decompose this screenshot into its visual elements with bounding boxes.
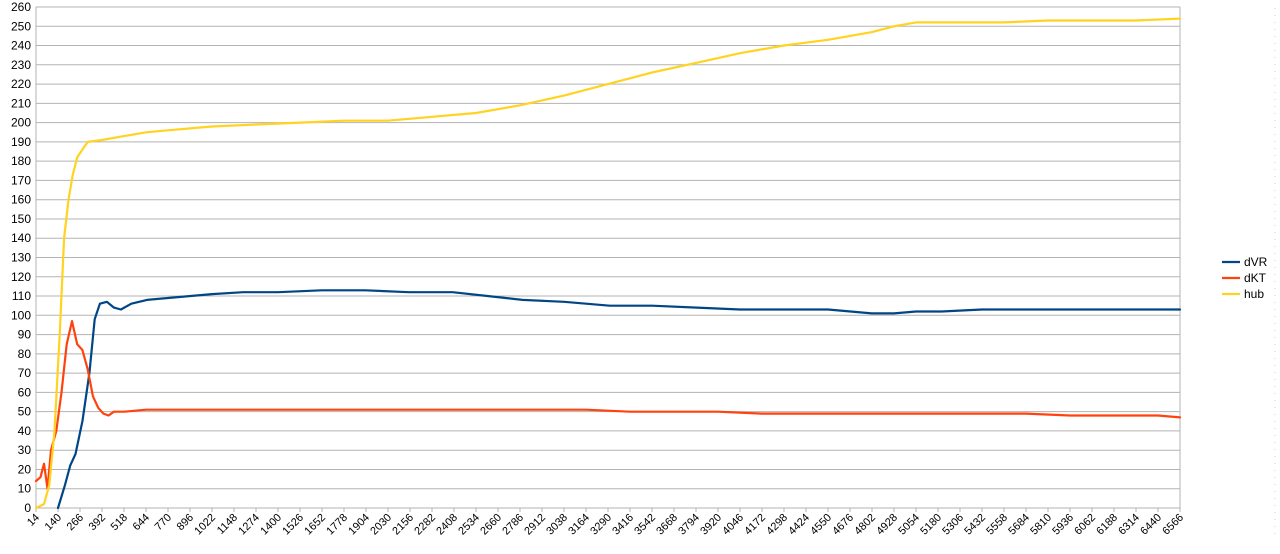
x-tick-label: 4424	[786, 512, 812, 538]
y-tick-label: 120	[11, 270, 31, 284]
legend: dVR dKT hub	[1222, 255, 1268, 301]
x-tick-label: 6440	[1138, 512, 1164, 538]
x-tick-label: 6566	[1160, 512, 1186, 538]
x-tick-label: 1022	[192, 512, 218, 538]
x-tick-label: 1904	[346, 512, 372, 538]
x-tick-label: 1526	[280, 512, 306, 538]
y-tick-label: 150	[11, 212, 31, 226]
x-tick-label: 4802	[852, 512, 878, 538]
y-tick-label: 70	[18, 366, 32, 380]
x-tick-label: 2660	[478, 512, 504, 538]
x-tick-label: 3038	[544, 512, 570, 538]
y-tick-label: 230	[11, 58, 31, 72]
x-tick-label: 1148	[215, 512, 240, 537]
legend-label-dvr: dVR	[1244, 255, 1268, 269]
x-tick-label: 5432	[962, 512, 988, 538]
x-tick-label: 5684	[1006, 512, 1032, 538]
y-tick-label: 80	[18, 347, 32, 361]
x-tick-label: 4298	[764, 512, 790, 538]
x-tick-label: 4046	[720, 512, 746, 538]
x-tick-label: 140	[43, 512, 64, 533]
x-tick-label: 4676	[830, 512, 856, 538]
y-tick-label: 30	[18, 443, 32, 457]
x-tick-label: 5180	[918, 512, 944, 538]
series-line-dvr	[56, 289, 1182, 510]
x-tick-label: 1652	[302, 512, 328, 538]
x-tick-label: 3542	[632, 512, 658, 538]
y-tick-label: 40	[18, 424, 32, 438]
legend-label-dkt: dKT	[1244, 271, 1267, 285]
x-tick-label: 5306	[940, 512, 966, 538]
x-tick-label: 6062	[1072, 512, 1098, 538]
y-tick-label: 210	[11, 96, 31, 110]
series-lines	[34, 17, 1182, 510]
y-tick-label: 180	[11, 154, 31, 168]
y-tick-label: 0	[24, 501, 31, 515]
y-tick-label: 60	[18, 385, 32, 399]
x-tick-label: 2030	[368, 512, 394, 538]
x-tick-label: 644	[131, 512, 152, 533]
y-tick-label: 260	[11, 0, 31, 14]
x-tick-label: 2156	[390, 512, 416, 538]
x-tick-label: 3416	[610, 512, 636, 538]
y-tick-label: 20	[18, 462, 32, 476]
x-tick-label: 392	[87, 512, 108, 533]
x-tick-label: 6314	[1116, 512, 1142, 538]
x-tick-label: 4550	[808, 512, 834, 538]
x-tick-label: 1274	[236, 512, 262, 538]
x-tick-label: 5054	[896, 512, 922, 538]
x-tick-label: 2282	[412, 512, 438, 538]
y-tick-label: 190	[11, 135, 31, 149]
y-tick-label: 90	[18, 328, 32, 342]
x-tick-label: 3668	[654, 512, 680, 538]
x-tick-label: 518	[109, 512, 130, 533]
series-line-dkt	[34, 320, 1182, 490]
x-tick-label: 4172	[742, 512, 768, 538]
y-tick-label: 160	[11, 193, 31, 207]
x-tick-label: 770	[153, 512, 174, 533]
x-tick-label: 3920	[698, 512, 724, 538]
x-tick-label: 6188	[1094, 512, 1120, 538]
x-tick-label: 2408	[434, 512, 460, 538]
y-tick-label: 110	[12, 289, 31, 303]
x-tick-label: 5810	[1028, 512, 1054, 538]
x-axis-tick-labels: 14 140 266 392 518 644 770 89610221148127414001…	[25, 508, 1186, 537]
x-tick-label: 2534	[456, 512, 482, 538]
y-tick-label: 240	[11, 39, 31, 53]
x-tick-label: 4928	[874, 512, 900, 538]
x-tick-label: 2912	[522, 512, 548, 538]
y-tick-label: 250	[11, 19, 31, 33]
y-tick-label: 140	[11, 231, 31, 245]
y-tick-label: 200	[11, 116, 31, 130]
x-tick-label: 3164	[566, 512, 592, 538]
x-tick-label: 5558	[984, 512, 1010, 538]
y-tick-label: 130	[11, 251, 31, 265]
y-tick-label: 100	[11, 308, 31, 322]
x-tick-label: 5936	[1050, 512, 1076, 538]
x-tick-label: 1778	[324, 512, 350, 538]
y-tick-label: 220	[11, 77, 31, 91]
x-tick-label: 1400	[258, 512, 284, 538]
x-tick-label: 266	[65, 512, 86, 533]
y-axis-tick-labels: 0 10 20 30 40 50 60 70 80 90 100 110 120 130 140 150 160…	[11, 0, 31, 515]
y-tick-label: 170	[11, 173, 31, 187]
y-tick-label: 50	[18, 405, 32, 419]
legend-label-hub: hub	[1244, 287, 1264, 301]
grid-lines	[35, 6, 1181, 509]
x-tick-label: 3290	[588, 512, 614, 538]
x-tick-label: 2786	[500, 512, 526, 538]
x-tick-label: 3794	[676, 512, 702, 538]
series-line-hub	[34, 17, 1182, 510]
y-tick-label: 10	[18, 482, 32, 496]
